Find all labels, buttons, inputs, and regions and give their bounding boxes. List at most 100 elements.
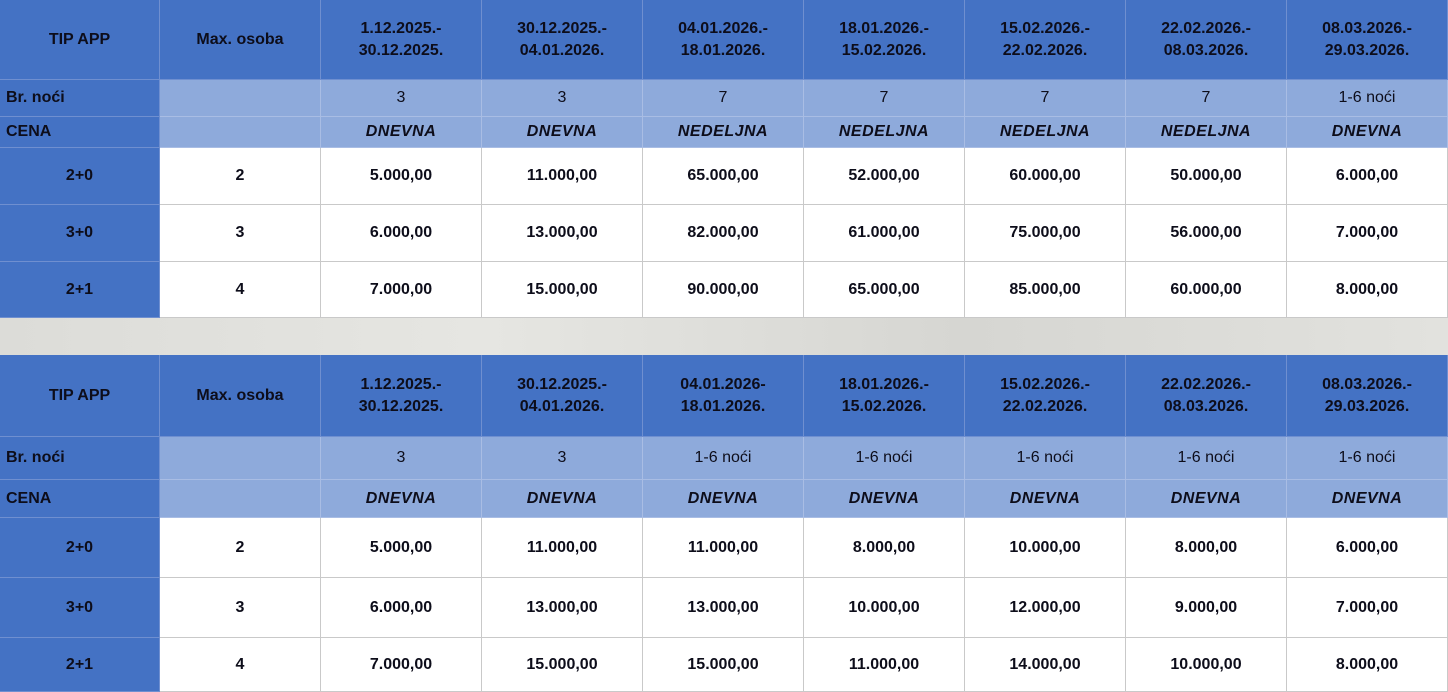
period-line: 30.12.2025.- [517,19,607,37]
nights-cell: 1-6 noći [643,437,804,480]
period-line: 08.03.2026. [1163,397,1249,415]
price-cell: 52.000,00 [804,148,965,205]
price-type-cell: DNEVNA [482,117,643,148]
price-cell: 14.000,00 [965,638,1126,692]
apartment-type: 2+1 [0,638,160,692]
price-cell: 11.000,00 [482,518,643,578]
period-header: 08.03.2026.- 29.03.2026. [1287,355,1448,437]
price-type-cell: DNEVNA [321,480,482,518]
period-line: 18.01.2026.- [839,19,929,37]
period-line: 08.03.2026.- [1322,375,1412,393]
max-persons: 3 [160,205,321,262]
period-header: 1.12.2025.- 30.12.2025. [321,0,482,80]
nights-cell: 3 [321,80,482,117]
period-header: 22.02.2026.- 08.03.2026. [1126,355,1287,437]
period-line: 18.01.2026. [680,397,766,415]
nights-cell: 3 [321,437,482,480]
price-cell: 6.000,00 [1287,518,1448,578]
max-persons: 4 [160,638,321,692]
price-type-cell: NEDELJNA [965,117,1126,148]
price-cell: 6.000,00 [321,578,482,638]
header-cell: TIP APP [0,355,160,437]
period-line: 29.03.2026. [1324,397,1410,415]
period-header: 04.01.2026- 18.01.2026. [643,355,804,437]
price-type-cell: DNEVNA [1287,117,1448,148]
nights-cell: 1-6 noći [965,437,1126,480]
price-cell: 85.000,00 [965,262,1126,318]
period-header: 1.12.2025.- 30.12.2025. [321,355,482,437]
nights-cell: 1-6 noći [1287,80,1448,117]
price-type-cell: DNEVNA [643,480,804,518]
price-cell: 11.000,00 [482,148,643,205]
period-line: 30.12.2025. [358,41,444,59]
period-header: 18.01.2026.- 15.02.2026. [804,355,965,437]
max-persons: 3 [160,578,321,638]
period-line: 18.01.2026.- [839,375,929,393]
price-type-cell: NEDELJNA [1126,117,1287,148]
price-cell: 7.000,00 [1287,205,1448,262]
apartment-type: 3+0 [0,205,160,262]
max-persons: 2 [160,148,321,205]
nights-cell: 1-6 noći [1287,437,1448,480]
price-type-cell: DNEVNA [1287,480,1448,518]
price-cell: 15.000,00 [643,638,804,692]
period-line: 08.03.2026.- [1322,19,1412,37]
max-persons: 4 [160,262,321,318]
empty-cell [160,480,321,518]
period-header: 15.02.2026.- 22.02.2026. [965,355,1126,437]
period-line: 1.12.2025.- [360,19,442,37]
price-cell: 8.000,00 [804,518,965,578]
price-cell: 82.000,00 [643,205,804,262]
empty-cell [160,437,321,480]
price-type-cell: DNEVNA [1126,480,1287,518]
period-line: 22.02.2026.- [1161,375,1251,393]
nights-cell: 7 [1126,80,1287,117]
price-cell: 11.000,00 [643,518,804,578]
price-type-cell: NEDELJNA [804,117,965,148]
header-cell: Max. osoba [160,355,321,437]
nights-cell: 7 [643,80,804,117]
price-cell: 13.000,00 [482,578,643,638]
period-line: 04.01.2026. [519,397,605,415]
row-label: CENA [0,480,160,518]
period-line: 1.12.2025.- [360,375,442,393]
nights-cell: 1-6 noći [1126,437,1287,480]
price-cell: 13.000,00 [482,205,643,262]
price-cell: 60.000,00 [965,148,1126,205]
price-cell: 12.000,00 [965,578,1126,638]
apartment-type: 2+0 [0,148,160,205]
price-cell: 61.000,00 [804,205,965,262]
price-type-cell: DNEVNA [482,480,643,518]
period-header: 22.02.2026.- 08.03.2026. [1126,0,1287,80]
price-cell: 5.000,00 [321,148,482,205]
price-cell: 10.000,00 [965,518,1126,578]
nights-cell: 7 [965,80,1126,117]
row-label: CENA [0,117,160,148]
period-line: 15.02.2026.- [1000,375,1090,393]
price-type-cell: DNEVNA [965,480,1126,518]
period-line: 15.02.2026.- [1000,19,1090,37]
price-cell: 60.000,00 [1126,262,1287,318]
price-cell: 10.000,00 [1126,638,1287,692]
price-cell: 6.000,00 [321,205,482,262]
period-line: 30.12.2025. [358,397,444,415]
price-type-cell: DNEVNA [804,480,965,518]
price-cell: 13.000,00 [643,578,804,638]
price-cell: 7.000,00 [321,638,482,692]
price-cell: 9.000,00 [1126,578,1287,638]
apartment-type: 2+1 [0,262,160,318]
price-cell: 15.000,00 [482,638,643,692]
header-cell: Max. osoba [160,0,321,80]
period-line: 15.02.2026. [841,41,927,59]
period-line: 04.01.2026.- [678,19,768,37]
max-persons: 2 [160,518,321,578]
price-cell: 65.000,00 [643,148,804,205]
nights-cell: 1-6 noći [804,437,965,480]
period-header: 08.03.2026.- 29.03.2026. [1287,0,1448,80]
period-line: 04.01.2026- [680,375,766,393]
price-cell: 8.000,00 [1287,262,1448,318]
period-line: 22.02.2026.- [1161,19,1251,37]
price-cell: 75.000,00 [965,205,1126,262]
header-cell: TIP APP [0,0,160,80]
